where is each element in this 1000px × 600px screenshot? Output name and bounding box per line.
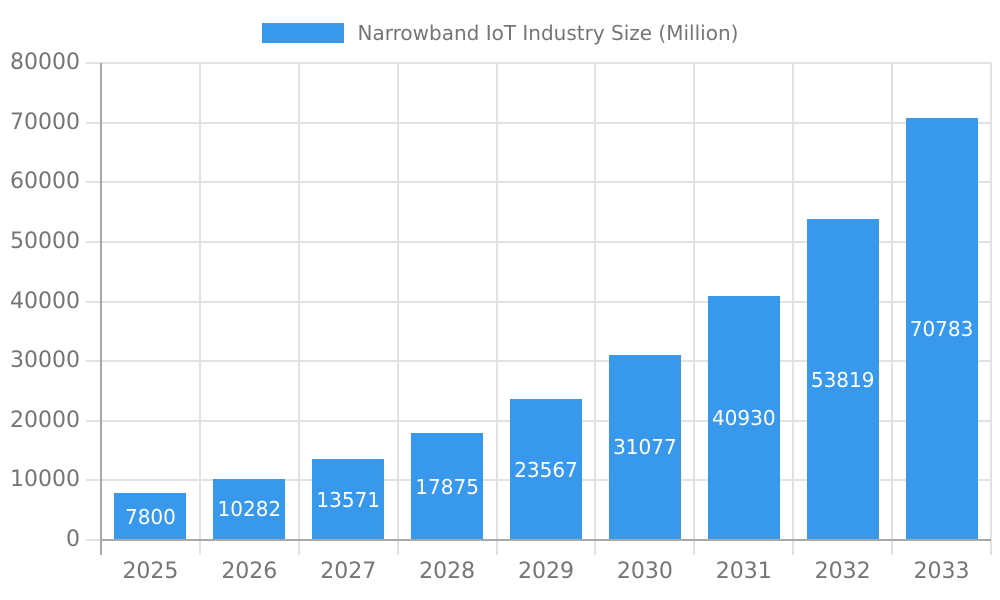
- y-tick-mark: [86, 539, 101, 541]
- bar-2026[interactable]: 10282: [213, 478, 286, 540]
- v-gridline: [198, 63, 201, 555]
- h-gridline: [86, 121, 991, 124]
- bar-value-label: 7800: [124, 504, 176, 529]
- bar-2033[interactable]: 70783: [905, 117, 978, 540]
- v-gridline: [297, 63, 300, 555]
- x-tick-label: 2026: [221, 559, 278, 584]
- legend-swatch: [261, 23, 344, 43]
- y-tick-label: 70000: [10, 109, 80, 135]
- x-tick-label: 2033: [913, 559, 970, 584]
- bar-2031[interactable]: 40930: [707, 295, 780, 540]
- y-tick-label: 10000: [10, 467, 80, 493]
- v-gridline: [594, 63, 597, 555]
- h-gridline: [86, 360, 991, 363]
- x-tick-label: 2029: [517, 559, 574, 584]
- v-gridline: [396, 63, 399, 555]
- v-gridline: [495, 63, 498, 555]
- bar-2027[interactable]: 13571: [312, 459, 385, 540]
- y-axis-line: [100, 63, 102, 555]
- y-tick-label: 80000: [10, 50, 80, 75]
- y-tick-label: 40000: [10, 288, 80, 314]
- x-tick-label: 2027: [320, 559, 377, 584]
- bar-2028[interactable]: 17875: [411, 433, 484, 540]
- h-gridline: [86, 240, 991, 243]
- x-axis-line: [100, 539, 991, 541]
- v-gridline: [792, 63, 795, 555]
- x-tick-label: 2028: [419, 559, 476, 584]
- y-tick-label: 60000: [10, 169, 80, 195]
- bar-2029[interactable]: 23567: [510, 399, 582, 540]
- y-tick-label: 20000: [10, 407, 80, 433]
- y-tick-label: 0: [66, 527, 80, 552]
- v-gridline: [990, 63, 992, 555]
- h-gridline: [86, 181, 991, 184]
- x-tick-label: 2025: [122, 559, 179, 584]
- bar-value-label: 17875: [415, 474, 479, 499]
- h-gridline: [86, 62, 991, 64]
- bar-value-label: 13571: [316, 487, 381, 512]
- bar-value-label: 53819: [810, 367, 875, 392]
- bar-value-label: 31077: [613, 435, 677, 460]
- bar-value-label: 23567: [514, 457, 578, 482]
- bar-value-label: 70783: [909, 316, 974, 341]
- bar-value-label: 10282: [217, 497, 282, 522]
- bar-value-label: 40930: [711, 405, 776, 430]
- y-tick-label: 50000: [10, 228, 80, 254]
- y-tick-label: 30000: [10, 348, 80, 374]
- bar-2032[interactable]: 53819: [806, 219, 879, 540]
- v-gridline: [891, 63, 894, 555]
- bar-2030[interactable]: 31077: [608, 354, 681, 540]
- x-tick-label: 2031: [715, 559, 772, 584]
- x-tick-label: 2032: [814, 559, 871, 584]
- legend-item[interactable]: Narrowband IoT Industry Size (Million): [0, 21, 1000, 45]
- bar-2025[interactable]: 7800: [114, 493, 187, 540]
- h-gridline: [86, 300, 991, 303]
- legend-label: Narrowband IoT Industry Size (Million): [357, 21, 739, 45]
- x-tick-label: 2030: [616, 559, 673, 584]
- v-gridline: [693, 63, 696, 555]
